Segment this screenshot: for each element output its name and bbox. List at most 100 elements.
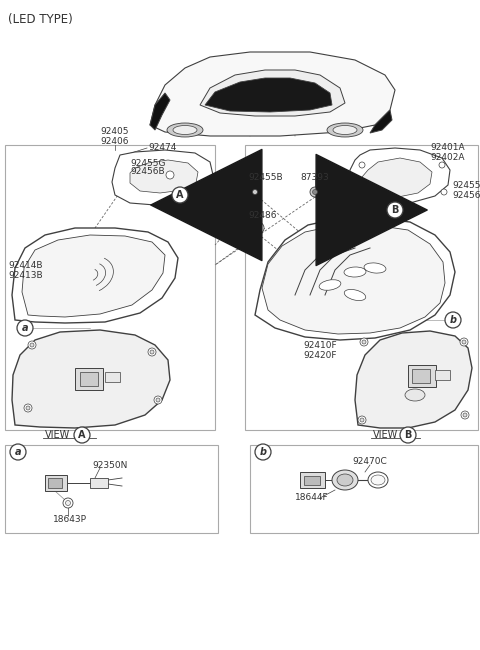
Text: VIEW: VIEW xyxy=(45,430,70,440)
Bar xyxy=(90,478,108,488)
Text: 92455G: 92455G xyxy=(130,159,166,168)
Polygon shape xyxy=(150,52,395,136)
Text: 92455B: 92455B xyxy=(248,174,283,183)
Ellipse shape xyxy=(344,267,366,277)
Circle shape xyxy=(445,312,461,328)
Circle shape xyxy=(252,190,257,194)
Circle shape xyxy=(312,190,317,194)
Ellipse shape xyxy=(368,472,388,488)
Bar xyxy=(5,145,215,430)
Polygon shape xyxy=(22,235,165,317)
Text: 92414B: 92414B xyxy=(8,261,43,270)
Bar xyxy=(105,372,120,382)
Ellipse shape xyxy=(344,289,366,300)
Circle shape xyxy=(65,500,71,506)
Ellipse shape xyxy=(173,125,197,135)
Text: 92486: 92486 xyxy=(248,211,276,220)
Ellipse shape xyxy=(167,123,203,137)
Text: 92413B: 92413B xyxy=(8,270,43,280)
Text: B: B xyxy=(391,205,399,215)
Circle shape xyxy=(461,411,469,419)
Polygon shape xyxy=(12,330,170,428)
Circle shape xyxy=(387,202,403,218)
Ellipse shape xyxy=(332,470,358,490)
Text: 92455E: 92455E xyxy=(452,181,480,190)
Text: 18644F: 18644F xyxy=(295,493,329,502)
Circle shape xyxy=(400,427,416,443)
Polygon shape xyxy=(150,93,170,130)
Polygon shape xyxy=(130,160,198,193)
Text: 92470C: 92470C xyxy=(353,458,387,467)
Text: 92456A: 92456A xyxy=(452,190,480,200)
Ellipse shape xyxy=(327,123,363,137)
Text: 92401A: 92401A xyxy=(430,144,465,153)
Ellipse shape xyxy=(319,280,341,291)
Bar xyxy=(300,472,325,488)
Bar xyxy=(408,365,436,387)
Polygon shape xyxy=(200,70,345,116)
Circle shape xyxy=(156,398,160,402)
Polygon shape xyxy=(350,148,450,205)
Circle shape xyxy=(74,427,90,443)
Text: 92350N: 92350N xyxy=(92,460,128,469)
Text: 92406: 92406 xyxy=(101,136,129,146)
Text: a: a xyxy=(15,447,21,457)
Circle shape xyxy=(460,338,468,346)
Text: 92405: 92405 xyxy=(101,127,129,136)
Circle shape xyxy=(24,404,32,412)
Polygon shape xyxy=(255,218,455,340)
Text: 92410F: 92410F xyxy=(303,341,337,350)
Bar xyxy=(245,145,478,430)
Polygon shape xyxy=(112,150,213,205)
Circle shape xyxy=(17,320,33,336)
Circle shape xyxy=(355,195,361,201)
Circle shape xyxy=(30,343,34,347)
Bar xyxy=(45,475,67,491)
Text: 92474: 92474 xyxy=(148,144,176,153)
Circle shape xyxy=(463,413,467,417)
Text: 87393: 87393 xyxy=(300,174,329,183)
Ellipse shape xyxy=(364,263,386,273)
Circle shape xyxy=(154,396,162,404)
Circle shape xyxy=(462,340,466,344)
Bar xyxy=(412,369,430,383)
Circle shape xyxy=(358,416,366,424)
Circle shape xyxy=(441,189,447,195)
Bar xyxy=(5,445,218,533)
Circle shape xyxy=(28,341,36,349)
Circle shape xyxy=(439,162,445,168)
Text: (LED TYPE): (LED TYPE) xyxy=(8,13,73,26)
Text: VIEW: VIEW xyxy=(373,430,398,440)
Polygon shape xyxy=(355,331,472,428)
Bar xyxy=(75,368,103,390)
Circle shape xyxy=(166,171,174,179)
Circle shape xyxy=(252,222,264,234)
Text: b: b xyxy=(449,315,456,325)
Bar xyxy=(435,370,450,380)
Circle shape xyxy=(359,162,365,168)
Ellipse shape xyxy=(333,125,357,135)
Circle shape xyxy=(63,498,73,508)
Circle shape xyxy=(26,406,30,410)
Text: 92456B: 92456B xyxy=(130,168,165,177)
Text: A: A xyxy=(176,190,184,200)
Circle shape xyxy=(255,444,271,460)
Circle shape xyxy=(172,187,188,203)
Polygon shape xyxy=(12,228,178,323)
Polygon shape xyxy=(370,110,392,133)
Text: 92420F: 92420F xyxy=(303,350,337,359)
Ellipse shape xyxy=(371,475,385,485)
Ellipse shape xyxy=(337,474,353,486)
Text: 18643P: 18643P xyxy=(53,515,87,525)
Circle shape xyxy=(310,187,320,197)
Text: 92402A: 92402A xyxy=(430,153,465,162)
Bar xyxy=(80,372,98,386)
Circle shape xyxy=(250,187,260,197)
Polygon shape xyxy=(262,225,445,334)
Text: b: b xyxy=(260,447,266,457)
Polygon shape xyxy=(362,158,432,197)
Text: A: A xyxy=(78,430,86,440)
Circle shape xyxy=(150,350,154,354)
Circle shape xyxy=(360,418,364,422)
Bar xyxy=(48,478,62,488)
